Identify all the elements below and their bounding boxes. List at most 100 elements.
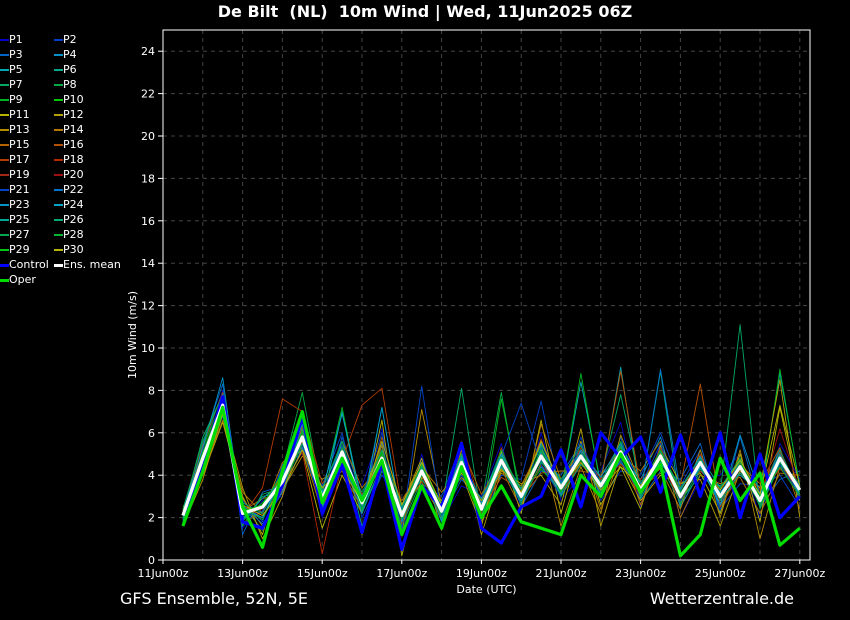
y-tick-label: 6 bbox=[148, 427, 155, 440]
legend-entry: P10 bbox=[54, 92, 84, 107]
legend-label: P8 bbox=[63, 78, 77, 91]
legend-entry: P29 bbox=[0, 242, 30, 257]
x-tick-label: 19Jun00z bbox=[456, 567, 507, 580]
y-tick-label: 2 bbox=[148, 512, 155, 525]
legend-label: P15 bbox=[9, 138, 30, 151]
legend-label: P29 bbox=[9, 243, 30, 256]
legend-label: P10 bbox=[63, 93, 84, 106]
legend-entry: P11 bbox=[0, 107, 30, 122]
legend-label: P27 bbox=[9, 228, 30, 241]
legend-label: P16 bbox=[63, 138, 84, 151]
legend-label: P17 bbox=[9, 153, 30, 166]
x-axis-label: Date (UTC) bbox=[456, 583, 516, 596]
plot-border bbox=[162, 29, 811, 561]
legend-entry: P14 bbox=[54, 122, 84, 137]
legend-label: P20 bbox=[63, 168, 84, 181]
y-tick-label: 10 bbox=[141, 342, 155, 355]
legend-entry: P15 bbox=[0, 137, 30, 152]
legend-swatch bbox=[54, 84, 63, 86]
x-tick-label: 15Jun00z bbox=[297, 567, 348, 580]
y-tick-label: 16 bbox=[141, 215, 155, 228]
series-line-ens-mean bbox=[181, 403, 802, 518]
legend-entry: P2 bbox=[54, 32, 77, 47]
legend-swatch bbox=[0, 204, 9, 206]
legend-swatch bbox=[54, 144, 63, 146]
x-tick-label: 21Jun00z bbox=[536, 567, 587, 580]
legend-entry: P25 bbox=[0, 212, 30, 227]
legend-entry: P16 bbox=[54, 137, 84, 152]
legend-entry: P18 bbox=[54, 152, 84, 167]
legend-label: P6 bbox=[63, 63, 77, 76]
legend-entry: P4 bbox=[54, 47, 77, 62]
x-tick-label: 17Jun00z bbox=[376, 567, 427, 580]
x-tick-label: 25Jun00z bbox=[695, 567, 746, 580]
legend-swatch bbox=[54, 54, 63, 56]
legend-swatch bbox=[0, 54, 9, 56]
legend-swatch bbox=[54, 69, 63, 71]
legend-entry: P30 bbox=[54, 242, 84, 257]
legend-label: Ens. mean bbox=[63, 258, 121, 271]
series-line-p27 bbox=[182, 394, 801, 527]
legend-swatch bbox=[0, 84, 9, 86]
legend-label: P7 bbox=[9, 78, 23, 91]
y-tick-label: 4 bbox=[148, 469, 155, 482]
legend-swatch bbox=[54, 114, 63, 116]
legend-label: P28 bbox=[63, 228, 84, 241]
legend-entry: P17 bbox=[0, 152, 30, 167]
legend-swatch bbox=[0, 129, 9, 131]
legend-swatch bbox=[54, 219, 63, 221]
legend-entry: P1 bbox=[0, 32, 23, 47]
legend-swatch bbox=[54, 39, 63, 41]
legend-label: P21 bbox=[9, 183, 30, 196]
series-line-oper bbox=[181, 405, 801, 558]
y-tick-label: 18 bbox=[141, 172, 155, 185]
legend-swatch bbox=[0, 144, 9, 146]
legend-entry: P12 bbox=[54, 107, 84, 122]
legend-swatch bbox=[0, 69, 9, 71]
legend-entry: Ens. mean bbox=[54, 257, 121, 272]
legend-entry: P8 bbox=[54, 77, 77, 92]
legend-entry: P22 bbox=[54, 182, 84, 197]
legend-label: P1 bbox=[9, 33, 23, 46]
legend-entry: P24 bbox=[54, 197, 84, 212]
legend-entry: P27 bbox=[0, 227, 30, 242]
chart-title: De Bilt (NL) 10m Wind | Wed, 11Jun2025 0… bbox=[217, 2, 633, 21]
model-info: GFS Ensemble, 52N, 5E bbox=[120, 589, 308, 608]
legend-entry: P26 bbox=[54, 212, 84, 227]
legend-swatch bbox=[0, 189, 9, 191]
legend-label: P18 bbox=[63, 153, 84, 166]
legend-label: P25 bbox=[9, 213, 30, 226]
x-tick-label: 27Jun00z bbox=[774, 567, 825, 580]
legend-entry: Control bbox=[0, 257, 49, 272]
legend-swatch bbox=[0, 99, 9, 101]
legend-entry: P5 bbox=[0, 62, 23, 77]
legend-entry: P13 bbox=[0, 122, 30, 137]
legend-swatch bbox=[0, 278, 9, 282]
x-tick-label: 23Jun00z bbox=[615, 567, 666, 580]
legend-entry: P9 bbox=[0, 92, 23, 107]
legend-label: P13 bbox=[9, 123, 30, 136]
legend-label: P12 bbox=[63, 108, 84, 121]
legend-swatch bbox=[54, 234, 63, 236]
legend-swatch bbox=[0, 219, 9, 221]
legend-label: P4 bbox=[63, 48, 77, 61]
y-tick-label: 24 bbox=[141, 45, 155, 58]
y-tick-label: 0 bbox=[148, 554, 155, 567]
legend-swatch bbox=[54, 189, 63, 191]
y-tick-label: 14 bbox=[141, 257, 155, 270]
legend-label: P23 bbox=[9, 198, 30, 211]
legend-label: P26 bbox=[63, 213, 84, 226]
legend-swatch bbox=[54, 204, 63, 206]
legend-label: Oper bbox=[9, 273, 36, 286]
legend-label: P24 bbox=[63, 198, 84, 211]
legend-swatch bbox=[0, 174, 9, 176]
site-credit: Wetterzentrale.de bbox=[649, 589, 794, 608]
y-tick-label: 12 bbox=[141, 300, 155, 313]
legend-label: P19 bbox=[9, 168, 30, 181]
legend-swatch bbox=[0, 249, 9, 251]
legend-swatch bbox=[0, 234, 9, 236]
legend-label: P22 bbox=[63, 183, 84, 196]
legend-entry: P6 bbox=[54, 62, 77, 77]
legend-label: P30 bbox=[63, 243, 84, 256]
